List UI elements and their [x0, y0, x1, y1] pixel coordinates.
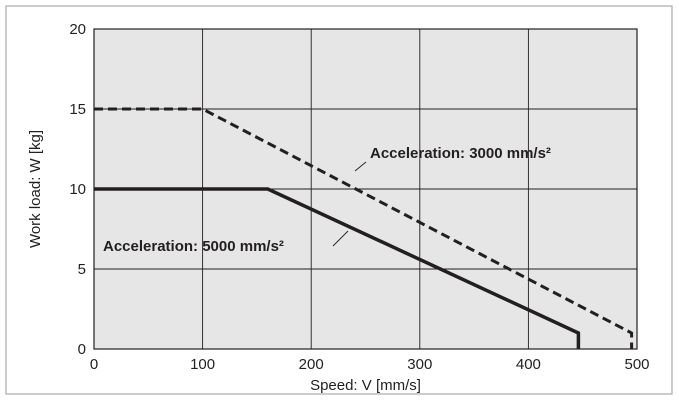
y-tick-label: 10	[69, 181, 86, 198]
series-callout-label: Acceleration: 5000 mm/s²	[103, 238, 284, 255]
y-tick-label: 0	[78, 341, 86, 358]
x-tick-label: 400	[516, 356, 541, 373]
x-tick-label: 200	[299, 356, 324, 373]
x-tick-label: 500	[624, 356, 649, 373]
x-tick-label: 0	[90, 356, 98, 373]
series-line-1	[94, 187, 581, 349]
series-callout-label: Acceleration: 3000 mm/s²	[370, 145, 551, 162]
x-tick-label: 300	[407, 356, 432, 373]
callout-leader-line	[332, 230, 349, 247]
callout-leader-line	[354, 161, 367, 172]
series-lines	[94, 107, 634, 349]
series-line-0	[94, 107, 634, 349]
y-tick-label: 20	[69, 21, 86, 38]
y-tick-label: 15	[69, 101, 86, 118]
y-axis-label: Work load: W [kg]	[27, 130, 44, 248]
y-tick-label: 5	[78, 261, 86, 278]
tick-labels: 0 100 200 300 400 500 0 5 10 15 20	[69, 21, 649, 373]
callouts: Acceleration: 3000 mm/s² Acceleration: 50…	[103, 145, 551, 255]
x-axis-label: Speed: V [mm/s]	[310, 377, 421, 394]
x-tick-label: 100	[190, 356, 215, 373]
